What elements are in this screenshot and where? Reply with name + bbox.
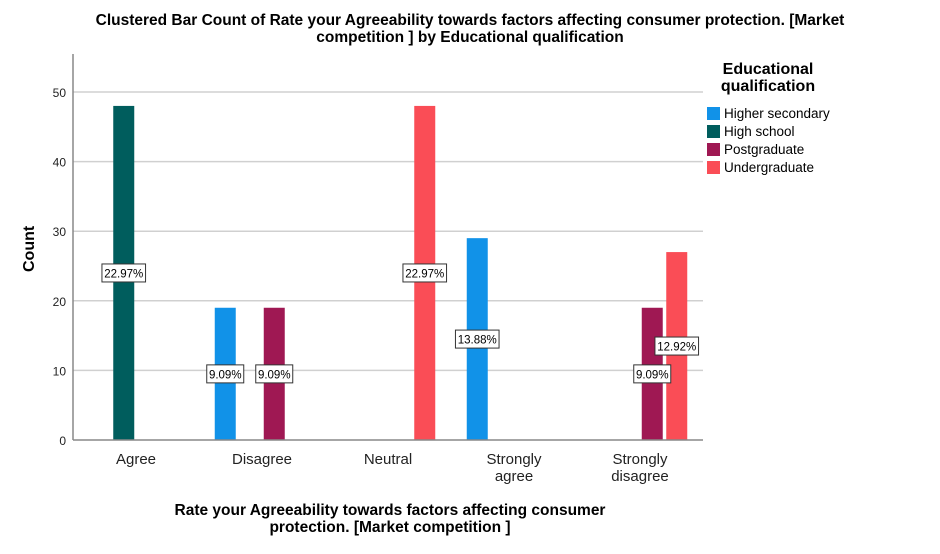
- legend: Educational qualification Higher seconda…: [703, 61, 843, 176]
- data-label-box: [101, 263, 147, 283]
- x-axis-label-line-1: Rate your Agreeability towards factors a…: [174, 502, 606, 519]
- data-label: 13.88%: [458, 335, 497, 347]
- legend-label: Undergraduate: [724, 159, 815, 175]
- chart-title-line-2: competition ] by Educational qualificati…: [316, 29, 624, 46]
- x-tick-label: Strongly: [612, 451, 668, 468]
- data-label: 12.92%: [657, 342, 696, 354]
- legend-swatch-undergraduate: [707, 160, 720, 174]
- data-label: 22.97%: [405, 268, 444, 280]
- y-tick-label: 10: [53, 364, 67, 378]
- data-label: 22.97%: [104, 268, 143, 280]
- legend-item-postgraduate: Postgraduate: [703, 140, 843, 158]
- chart-title-line-1: Clustered Bar Count of Rate your Agreeab…: [95, 12, 845, 29]
- data-label-box: [454, 329, 500, 349]
- x-tick-label: Agree: [116, 451, 156, 468]
- legend-item-higher-secondary: Higher secondary: [703, 104, 843, 122]
- data-label-box: [255, 364, 294, 384]
- x-tick-label: agree: [495, 468, 533, 485]
- y-tick-label: 40: [53, 156, 67, 170]
- legend-swatch-high-school: [707, 124, 720, 138]
- bars: [113, 105, 688, 441]
- legend-swatch-higher-secondary: [707, 106, 720, 120]
- chart-title: Clustered Bar Count of Rate your Agreeab…: [0, 12, 940, 46]
- data-label-box: [402, 263, 448, 283]
- legend-title-line-2: qualification: [720, 78, 816, 95]
- legend-item-undergraduate: Undergraduate: [703, 158, 843, 176]
- legend-title: Educational qualification: [703, 61, 833, 95]
- y-tick-label: 30: [53, 225, 67, 239]
- data-label: 9.09%: [209, 369, 242, 381]
- y-tick-label: 20: [53, 295, 67, 309]
- x-tick-label: disagree: [611, 468, 669, 485]
- y-axis-label: Count: [21, 225, 38, 272]
- x-axis-label: Rate your Agreeability towards factors a…: [90, 502, 690, 536]
- data-label-box: [206, 364, 245, 384]
- data-label-box: [654, 336, 700, 356]
- y-tick-label: 0: [59, 434, 66, 448]
- legend-item-high-school: High school: [703, 122, 843, 140]
- legend-label: Postgraduate: [724, 141, 805, 157]
- y-tick-label: 50: [53, 86, 67, 100]
- data-labels: 22.97% 9.09% 9.09% 22.97% 13.88% 9.09% 12.92%: [101, 263, 700, 384]
- x-axis-label-line-2: protection. [Market competition ]: [269, 519, 511, 536]
- x-tick-label: Neutral: [364, 451, 412, 468]
- data-label: 9.09%: [636, 369, 669, 381]
- legend-label: Higher secondary: [724, 105, 830, 121]
- data-label: 9.09%: [258, 369, 291, 381]
- gridlines: [73, 91, 703, 372]
- x-tick-label: Disagree: [232, 451, 292, 468]
- legend-title-line-1: Educational: [722, 61, 814, 78]
- legend-swatch-postgraduate: [707, 142, 720, 156]
- data-label-box: [633, 364, 672, 384]
- legend-label: High school: [724, 123, 795, 139]
- x-tick-label: Strongly: [486, 451, 542, 468]
